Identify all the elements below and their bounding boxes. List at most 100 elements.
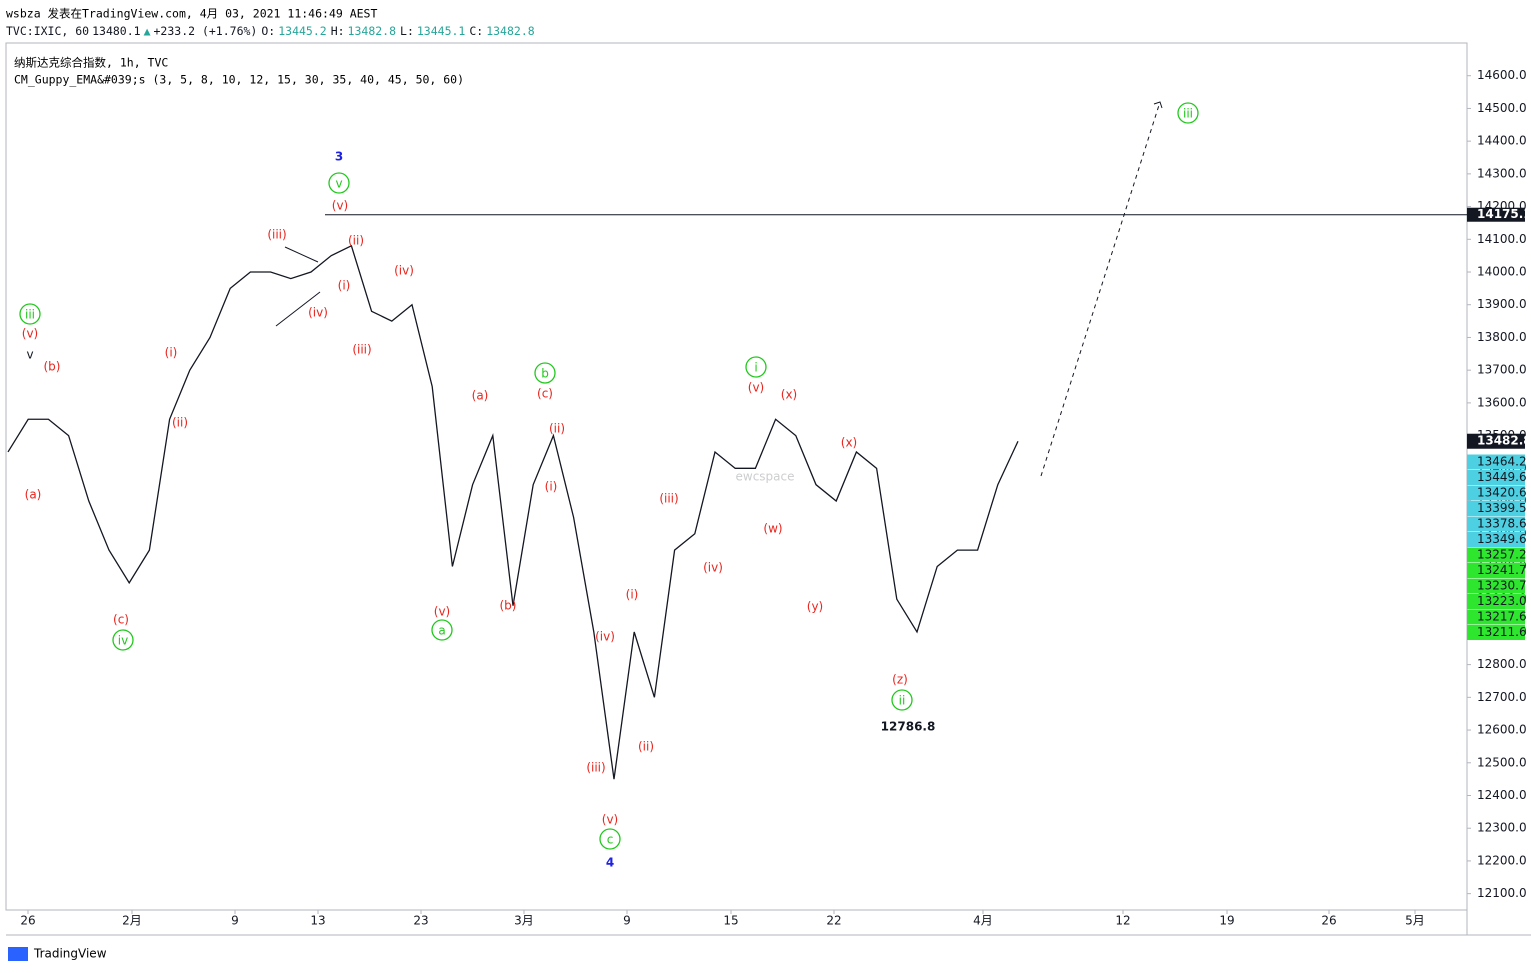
wave-label: (ii) — [638, 740, 654, 754]
axis-highlight — [1467, 578, 1525, 594]
axis-highlight-label: 13482.8 — [1477, 434, 1531, 448]
wave-label: (v) — [602, 813, 618, 827]
ticker-part: C: — [469, 24, 483, 38]
wave-label: iii — [25, 308, 35, 322]
y-tick-label: 12200.0 — [1477, 853, 1527, 867]
axis-highlight — [1467, 609, 1525, 625]
x-tick-label: 22 — [826, 914, 841, 928]
axis-highlight — [1467, 516, 1525, 532]
y-tick-label: 13800.0 — [1477, 330, 1527, 344]
wave-label: (c) — [537, 387, 553, 401]
indicator: CM_Guppy_EMA&#039;s (3, 5, 8, 10, 12, 15… — [14, 73, 464, 87]
ticker-part: 13482.8 — [486, 24, 535, 38]
axis-highlight-label: 13241.7 — [1477, 563, 1527, 577]
wave-label: (v) — [332, 199, 348, 213]
axis-highlight — [1467, 563, 1525, 578]
wave-circle — [19, 303, 41, 325]
y-tick-label: 12500.0 — [1477, 755, 1527, 769]
y-tick-label: 12700.0 — [1477, 690, 1527, 704]
wave-label: (i) — [626, 588, 639, 602]
axis-highlight-label: 13399.5 — [1477, 501, 1527, 515]
y-tick-label: 13600.0 — [1477, 395, 1527, 409]
y-tick-label: 14600.0 — [1477, 68, 1527, 82]
wave-label: (v) — [434, 605, 450, 619]
y-tick-label: 12400.0 — [1477, 788, 1527, 802]
axis-highlight — [1467, 470, 1525, 485]
wave-label: (v) — [748, 381, 764, 395]
axis-highlight-label: 13217.6 — [1477, 610, 1527, 624]
y-tick-label: 14400.0 — [1477, 134, 1527, 148]
wave-label: (y) — [807, 600, 823, 614]
arrow-head — [1153, 101, 1163, 109]
wave-circle — [431, 619, 453, 641]
wave-label: iii — [1183, 107, 1193, 121]
wave-label: (ii) — [348, 234, 364, 248]
ticker-part: ▲ — [144, 24, 151, 38]
wave-label: (iv) — [595, 630, 615, 644]
wave-label: (w) — [763, 522, 782, 536]
ticker-part: 13445.2 — [278, 24, 326, 38]
wave-label: v — [335, 177, 342, 191]
wave-label: (ii) — [172, 416, 188, 430]
symbol: 纳斯达克综合指数, 1h, TVC — [14, 56, 168, 70]
wave-label: ii — [899, 694, 906, 708]
footer-logo: TradingView — [33, 947, 107, 961]
ticker-part: +233.2 (+1.76%) — [154, 24, 258, 38]
axis-highlight — [1467, 501, 1525, 516]
axis-highlight-label: 13349.6 — [1477, 532, 1527, 546]
wave-circle — [599, 828, 621, 850]
ticker-part: TVC:IXIC, 60 — [6, 24, 89, 38]
x-tick-label: 13 — [310, 914, 325, 928]
wave-label: (v) — [22, 327, 38, 341]
wave-label: (i) — [165, 346, 178, 360]
wave-label: (iii) — [586, 761, 605, 775]
wave-label: (z) — [892, 673, 908, 687]
wave-label: iv — [118, 634, 128, 648]
axis-highlight-label: 13230.7 — [1477, 579, 1527, 593]
axis-highlight — [1467, 625, 1525, 640]
wave-label: c — [607, 833, 614, 847]
x-tick-label: 15 — [723, 914, 738, 928]
wave-label: (iii) — [659, 492, 678, 506]
wave-circle — [891, 689, 913, 711]
y-tick-label: 12600.0 — [1477, 723, 1527, 737]
wave-label: (x) — [781, 388, 797, 402]
x-tick-label: 26 — [20, 914, 35, 928]
projection-arrow — [1040, 101, 1161, 477]
wave-label: 4 — [606, 856, 614, 870]
wave-circle — [328, 172, 350, 194]
wave-label: 3 — [335, 150, 343, 164]
y-tick-label: 12300.0 — [1477, 821, 1527, 835]
axis-highlight — [1467, 532, 1525, 547]
wave-label: (iii) — [352, 343, 371, 357]
wave-circle — [534, 362, 556, 384]
ticker-part: 13480.1 — [92, 24, 141, 38]
ticker-part: 13482.8 — [348, 24, 397, 38]
ticker-line: TVC:IXIC, 60 13480.1 ▲ +233.2 (+1.76%) O: 134… — [6, 24, 535, 38]
wave-label: (iv) — [308, 306, 328, 320]
price-label-bg — [1467, 207, 1525, 222]
x-tick-label: 5月 — [1405, 914, 1425, 928]
wave-label: (x) — [841, 436, 857, 450]
y-tick-label: 12100.0 — [1477, 886, 1527, 900]
y-tick-label: 12800.0 — [1477, 657, 1527, 671]
x-tick-label: 2月 — [122, 914, 142, 928]
ticker-part: O: — [261, 24, 275, 38]
axis-highlight — [1467, 485, 1525, 501]
y-tick-label: 14300.0 — [1477, 166, 1527, 180]
x-tick-label: 23 — [413, 914, 428, 928]
axis-highlight-label: 13449.6 — [1477, 470, 1527, 484]
wave-label: (iii) — [267, 228, 286, 242]
axis-highlight — [1467, 454, 1525, 470]
y-tick-label: 13700.0 — [1477, 363, 1527, 377]
axis-highlight-label: 13257.2 — [1477, 548, 1527, 562]
wave-label: (i) — [338, 279, 351, 293]
wave-label: (iv) — [703, 561, 723, 575]
wave-circle — [745, 356, 767, 378]
x-tick-label: 9 — [231, 914, 239, 928]
wave-label: (ii) — [549, 422, 565, 436]
wave-label: a — [438, 624, 445, 638]
axis-highlight-label: 13420.6 — [1477, 486, 1527, 500]
logo-icon — [8, 947, 28, 961]
